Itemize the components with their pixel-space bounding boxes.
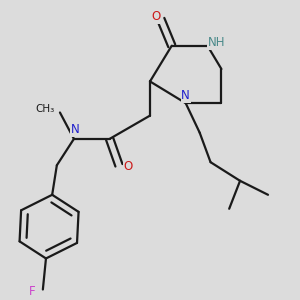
Text: O: O [124, 160, 133, 173]
Text: N: N [181, 89, 190, 102]
Text: NH: NH [208, 36, 226, 49]
Text: N: N [71, 123, 80, 136]
Text: CH₃: CH₃ [35, 104, 54, 114]
Text: O: O [152, 10, 161, 23]
Text: F: F [28, 285, 35, 298]
